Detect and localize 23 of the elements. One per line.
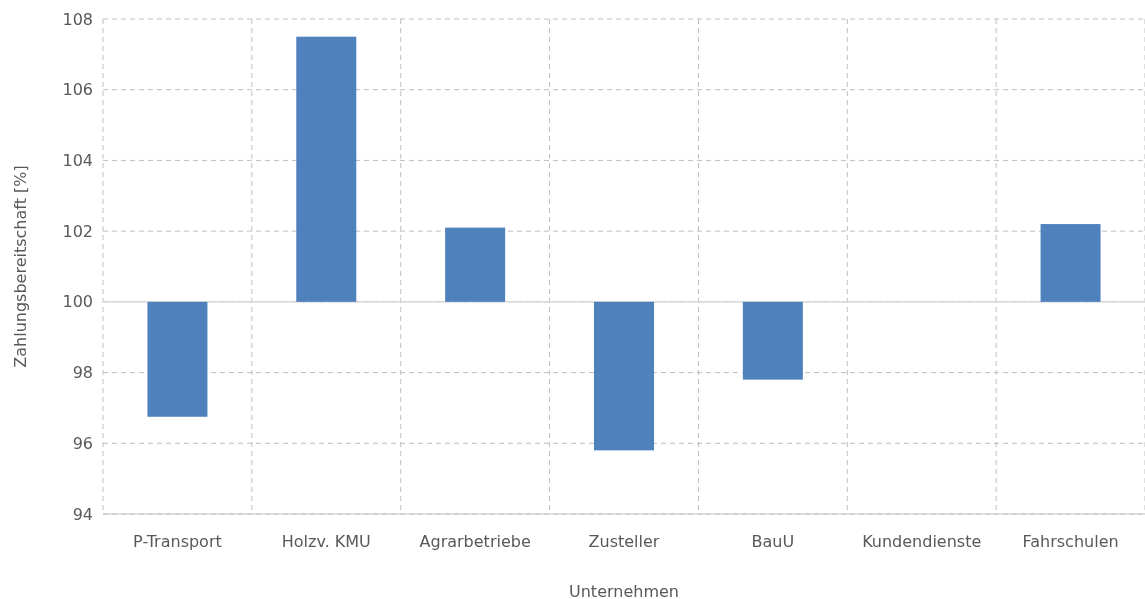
y-tick-label: 100 <box>62 292 93 312</box>
y-tick-label: 94 <box>72 504 93 524</box>
y-tick-label: 104 <box>62 151 93 171</box>
y-tick-label: 108 <box>62 9 93 29</box>
bar <box>1040 224 1101 302</box>
bar <box>147 301 208 417</box>
x-tick-label: Holzv. KMU <box>281 532 371 552</box>
x-tick-label: Fahrschulen <box>1022 532 1119 552</box>
y-tick-label: 98 <box>72 363 93 383</box>
x-tick-label: Kundendienste <box>862 532 982 552</box>
x-axis-title: Unternehmen <box>569 582 679 599</box>
y-tick-label: 102 <box>62 221 93 241</box>
x-tick-label: BauU <box>751 532 795 552</box>
x-tick-label: Agrarbetriebe <box>419 532 531 552</box>
bar <box>594 301 654 451</box>
bar <box>445 227 506 302</box>
y-tick-label: 96 <box>72 433 93 453</box>
y-tick-label: 106 <box>62 80 93 100</box>
y-axis-title: Zahlungsbereitschaft [%] <box>11 165 30 368</box>
bar <box>296 36 357 302</box>
x-tick-label: P-Transport <box>133 532 222 552</box>
bar <box>742 301 803 380</box>
x-tick-label: Zusteller <box>588 532 660 552</box>
